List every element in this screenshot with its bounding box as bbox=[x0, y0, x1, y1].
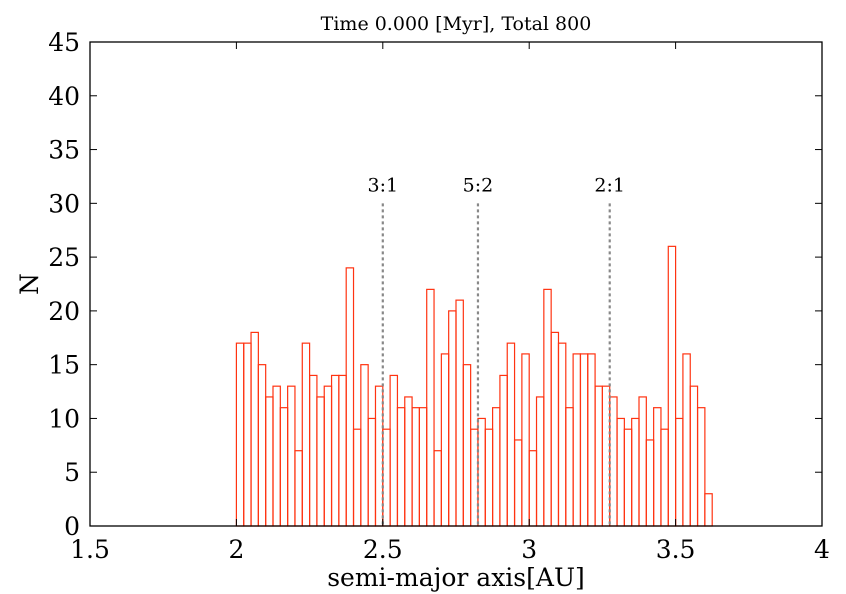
histogram-bar bbox=[565, 407, 574, 527]
histogram-bar bbox=[243, 342, 252, 527]
histogram-bar bbox=[682, 353, 691, 527]
histogram-bar bbox=[660, 428, 669, 527]
histogram-bar bbox=[631, 417, 640, 527]
y-tick-label: 35 bbox=[48, 136, 80, 165]
histogram-bar bbox=[352, 428, 362, 527]
histogram-bar bbox=[389, 374, 399, 527]
histogram-bar bbox=[550, 331, 560, 527]
x-tick-label: 1.5 bbox=[70, 535, 110, 564]
histogram-bar bbox=[484, 428, 494, 527]
histogram-bar bbox=[455, 299, 464, 527]
x-axis-ticks: 1.5 2 2.5 3 3.5 4 bbox=[70, 42, 830, 564]
x-tick-label: 2.5 bbox=[363, 535, 403, 564]
histogram-bar bbox=[404, 396, 413, 527]
histogram-bar bbox=[667, 245, 677, 527]
histogram-bar bbox=[396, 407, 406, 527]
histogram-bar bbox=[645, 439, 655, 527]
histogram-bar bbox=[338, 374, 347, 527]
histogram-bar bbox=[448, 310, 457, 527]
x-tick-label: 3 bbox=[521, 535, 537, 564]
x-tick-label: 2 bbox=[228, 535, 244, 564]
histogram-bar bbox=[638, 396, 647, 527]
histogram-bar bbox=[506, 342, 516, 527]
histogram-bar bbox=[257, 364, 267, 527]
histogram-bar bbox=[367, 417, 377, 527]
x-axis-label: semi-major axis[AU] bbox=[327, 563, 585, 592]
histogram-bar bbox=[411, 407, 420, 527]
histogram-bar bbox=[294, 450, 303, 527]
y-tick-label: 40 bbox=[48, 82, 80, 111]
histogram-bar bbox=[360, 364, 369, 527]
histogram-bar bbox=[279, 407, 289, 527]
histogram-bar bbox=[674, 417, 684, 527]
histogram-bar bbox=[418, 407, 428, 527]
histogram-bar bbox=[235, 342, 245, 527]
histogram-bar bbox=[616, 417, 625, 527]
histogram-bar bbox=[594, 385, 604, 527]
histogram-bar bbox=[513, 439, 523, 527]
y-tick-label: 0 bbox=[64, 512, 80, 541]
histogram-bar bbox=[316, 396, 325, 527]
histogram-bar bbox=[653, 407, 662, 527]
histogram-bar bbox=[323, 385, 333, 527]
x-tick-label: 3.5 bbox=[656, 535, 696, 564]
histogram-bar bbox=[704, 493, 713, 527]
histogram-bar bbox=[272, 385, 281, 527]
histogram-bar bbox=[492, 407, 501, 527]
histogram-bar bbox=[287, 385, 296, 527]
y-tick-label: 45 bbox=[48, 28, 80, 57]
histogram-bar bbox=[433, 450, 442, 527]
histogram-bar bbox=[521, 353, 530, 527]
histogram-bar bbox=[330, 374, 340, 527]
y-axis-label: N bbox=[15, 273, 44, 295]
histogram-bar bbox=[345, 267, 355, 527]
histogram-bar bbox=[426, 288, 435, 527]
y-tick-label: 10 bbox=[48, 404, 80, 433]
histogram-bar bbox=[689, 385, 699, 527]
histogram-bar bbox=[309, 374, 318, 527]
y-tick-label: 15 bbox=[48, 351, 80, 380]
histogram-bar bbox=[528, 450, 538, 527]
histogram-bar bbox=[535, 396, 545, 527]
histogram-bar bbox=[579, 353, 589, 527]
y-tick-label: 5 bbox=[64, 458, 80, 487]
plot-frame bbox=[89, 41, 823, 527]
y-tick-label: 30 bbox=[48, 189, 80, 218]
y-tick-label: 20 bbox=[48, 297, 80, 326]
histogram-bar bbox=[557, 342, 567, 527]
histogram-bar bbox=[462, 364, 472, 527]
histogram-bar bbox=[543, 288, 552, 527]
histogram-bar bbox=[499, 374, 508, 527]
histogram-bar bbox=[587, 353, 596, 527]
resonance-label: 3:1 bbox=[368, 174, 399, 196]
histogram-bar bbox=[623, 428, 633, 527]
chart-title: Time 0.000 [Myr], Total 800 bbox=[321, 13, 592, 35]
y-axis-ticks: 0 5 10 15 20 25 30 35 40 45 bbox=[48, 28, 822, 541]
histogram-bar bbox=[265, 396, 274, 527]
resonance-label: 2:1 bbox=[594, 174, 625, 196]
histogram-bar bbox=[440, 353, 450, 527]
histogram-bar bbox=[250, 331, 259, 527]
y-tick-label: 25 bbox=[48, 243, 80, 272]
histogram-bars bbox=[235, 245, 713, 527]
x-tick-label: 4 bbox=[814, 535, 830, 564]
histogram-bar bbox=[572, 353, 582, 527]
resonance-markers: 3:1 5:2 2:1 bbox=[368, 174, 625, 526]
histogram-bar bbox=[301, 342, 311, 527]
histogram-bar bbox=[696, 407, 706, 527]
resonance-label: 5:2 bbox=[463, 174, 494, 196]
